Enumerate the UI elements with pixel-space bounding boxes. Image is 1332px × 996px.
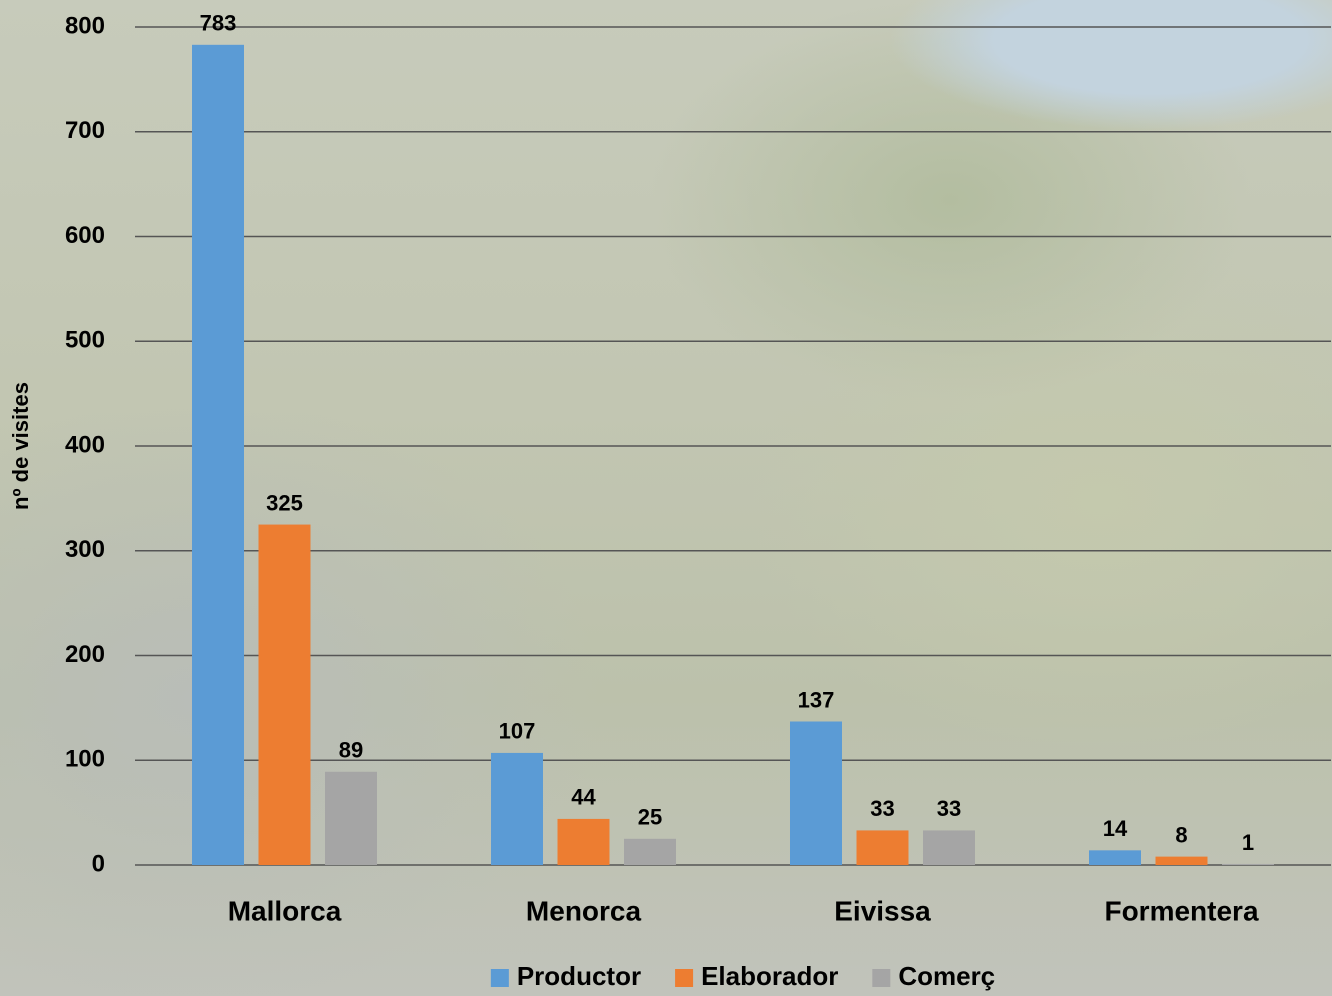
data-label: 89 — [339, 738, 363, 763]
bar — [1222, 863, 1274, 865]
legend-swatch — [872, 969, 891, 987]
x-tick-label: Menorca — [526, 895, 642, 926]
data-label: 8 — [1175, 822, 1187, 847]
legend-swatch — [675, 969, 694, 987]
legend-label: Productor — [517, 961, 641, 991]
data-label: 33 — [937, 796, 961, 821]
y-tick-label: 400 — [65, 431, 105, 458]
data-label: 44 — [571, 785, 596, 810]
data-label: 33 — [870, 796, 894, 821]
data-label: 783 — [200, 11, 237, 36]
bar — [258, 524, 311, 865]
y-tick-label: 500 — [65, 327, 105, 354]
y-axis-title: nº de visites — [8, 382, 33, 510]
bar — [491, 752, 543, 865]
data-label: 25 — [638, 805, 662, 830]
bar — [856, 830, 909, 865]
data-label: 107 — [499, 719, 536, 744]
bar — [1089, 850, 1141, 865]
bar — [192, 44, 244, 866]
x-tick-label: Mallorca — [228, 895, 342, 926]
bar — [557, 818, 610, 865]
y-tick-label: 200 — [65, 641, 105, 668]
bar — [1155, 856, 1208, 865]
bar — [624, 838, 676, 865]
legend-swatch — [490, 969, 509, 987]
bar — [923, 830, 975, 865]
y-tick-label: 300 — [65, 536, 105, 563]
data-label: 325 — [266, 490, 303, 515]
bar — [325, 771, 377, 865]
data-label: 14 — [1103, 816, 1128, 841]
y-tick-label: 600 — [65, 222, 105, 249]
y-tick-label: 700 — [65, 117, 105, 144]
legend-label: Elaborador — [701, 961, 838, 991]
data-label: 137 — [798, 687, 835, 712]
legend-label: Comerç — [898, 961, 995, 991]
bar — [790, 721, 842, 865]
x-tick-label: Eivissa — [834, 895, 931, 926]
y-tick-label: 800 — [65, 12, 105, 39]
y-tick-label: 100 — [65, 746, 105, 773]
data-label: 1 — [1242, 830, 1254, 855]
y-tick-label: 0 — [92, 850, 105, 877]
x-tick-label: Formentera — [1104, 895, 1258, 926]
